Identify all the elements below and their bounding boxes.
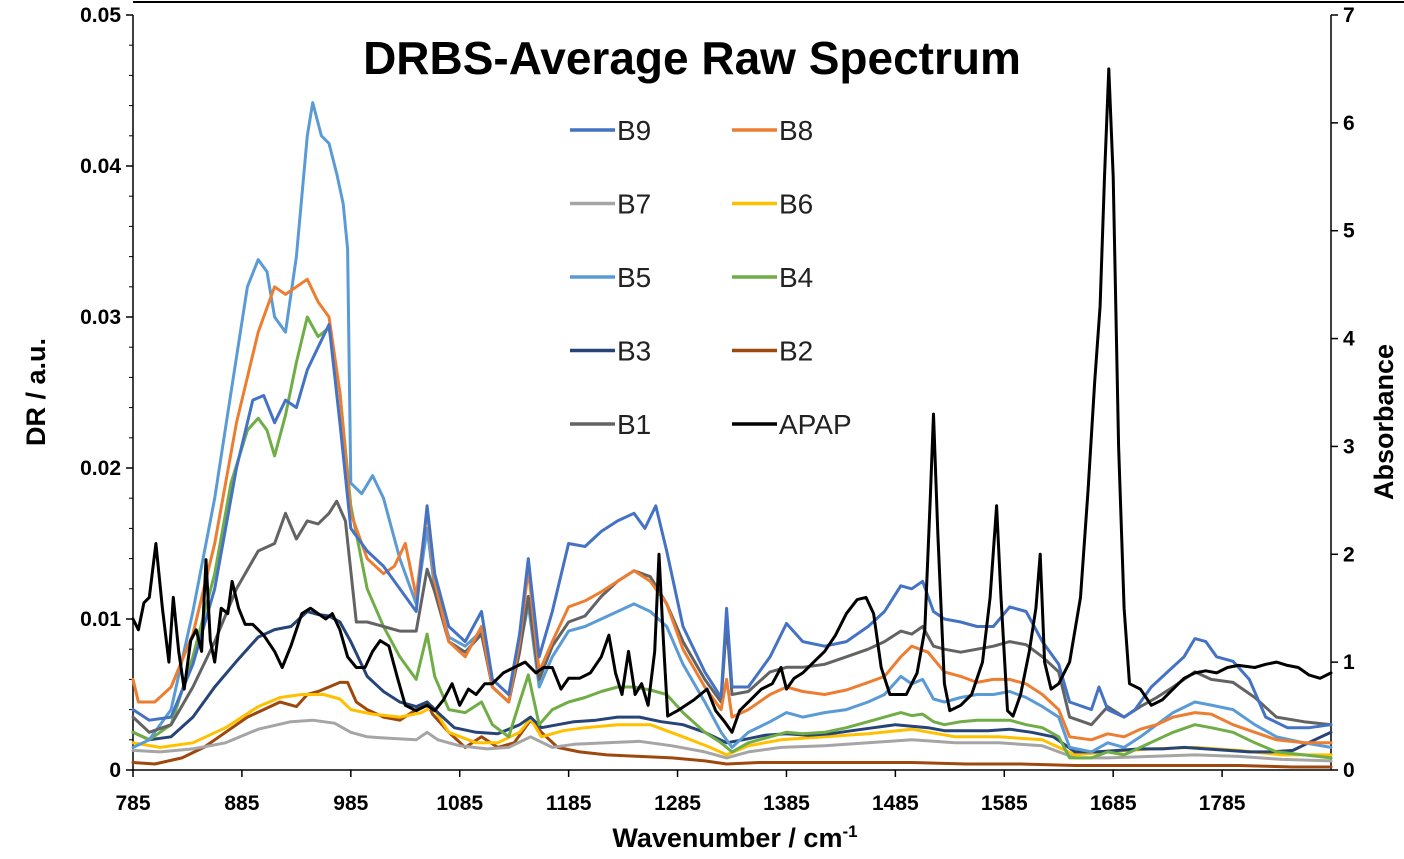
y-left-tick-label: 0.05 [80, 4, 121, 27]
series-line-b6 [131, 693, 1333, 757]
x-tick-label: 1585 [981, 792, 1028, 815]
x-axis-title: Wavenumber / cm-1 [612, 822, 857, 853]
x-tick-label: 1285 [654, 792, 701, 815]
series-line-b8 [131, 277, 1333, 745]
y-left-tick-label: 0.02 [80, 457, 121, 480]
axes: 0 0.01 0.02 0.03 0.04 0.05 0 1 2 3 4 5 6 7 785 885 985 10… [80, 4, 1355, 815]
x-tick-label: 785 [115, 792, 150, 815]
series-line-b9 [131, 323, 1333, 730]
series-layer [131, 67, 1333, 769]
legend-label-b4: B4 [779, 262, 813, 293]
y-axis-left-title: DR / a.u. [21, 338, 51, 446]
x-tick-label: 1385 [763, 792, 810, 815]
y-axis-right-title: Absorbance [1369, 344, 1399, 500]
y-right-tick-label: 7 [1343, 4, 1355, 27]
series-line-b5 [131, 101, 1333, 754]
y-right-tick-label: 5 [1343, 220, 1355, 243]
x-tick-label: 1685 [1090, 792, 1137, 815]
x-axis-title-main: Wavenumber / cm [612, 823, 842, 853]
x-tick-label: 985 [333, 792, 368, 815]
legend-label-b7: B7 [617, 189, 651, 220]
y-right-tick-label: 3 [1343, 435, 1355, 458]
y-right-tick-label: 6 [1343, 112, 1355, 135]
x-tick-label: 1185 [546, 792, 592, 815]
legend-label-b6: B6 [779, 189, 813, 220]
x-tick-label: 885 [224, 792, 259, 815]
y-left-tick-label: 0 [109, 759, 121, 782]
x-axis-title-sup: -1 [842, 822, 857, 841]
y-left-tick-label: 0.01 [80, 608, 121, 631]
y-right-tick-label: 2 [1343, 543, 1355, 566]
legend-label-b1: B1 [617, 409, 651, 440]
y-right-tick-label: 1 [1343, 651, 1355, 674]
legend-label-apap: APAP [779, 409, 852, 440]
chart-title: DRBS-Average Raw Spectrum [363, 32, 1021, 84]
x-tick-label: 1785 [1199, 792, 1246, 815]
y-right-tick-label: 4 [1343, 328, 1355, 351]
y-right-tick-label: 0 [1343, 759, 1355, 782]
x-tick-label: 1485 [872, 792, 919, 815]
legend-label-b3: B3 [617, 336, 651, 367]
y-left-tick-label: 0.03 [80, 306, 121, 329]
series-line-b2 [131, 680, 1333, 769]
x-tick-label: 1085 [436, 792, 483, 815]
legend-label-b8: B8 [779, 115, 813, 146]
legend: B9 B8 B7 B6 B5 B4 B3 B2 B1 APAP [570, 115, 852, 440]
series-line-apap [131, 67, 1333, 734]
legend-label-b2: B2 [779, 336, 813, 367]
legend-label-b9: B9 [617, 115, 651, 146]
series-line-b7 [131, 718, 1333, 763]
y-left-tick-label: 0.04 [80, 155, 121, 178]
legend-label-b5: B5 [617, 262, 651, 293]
series-line-b1 [131, 499, 1333, 734]
